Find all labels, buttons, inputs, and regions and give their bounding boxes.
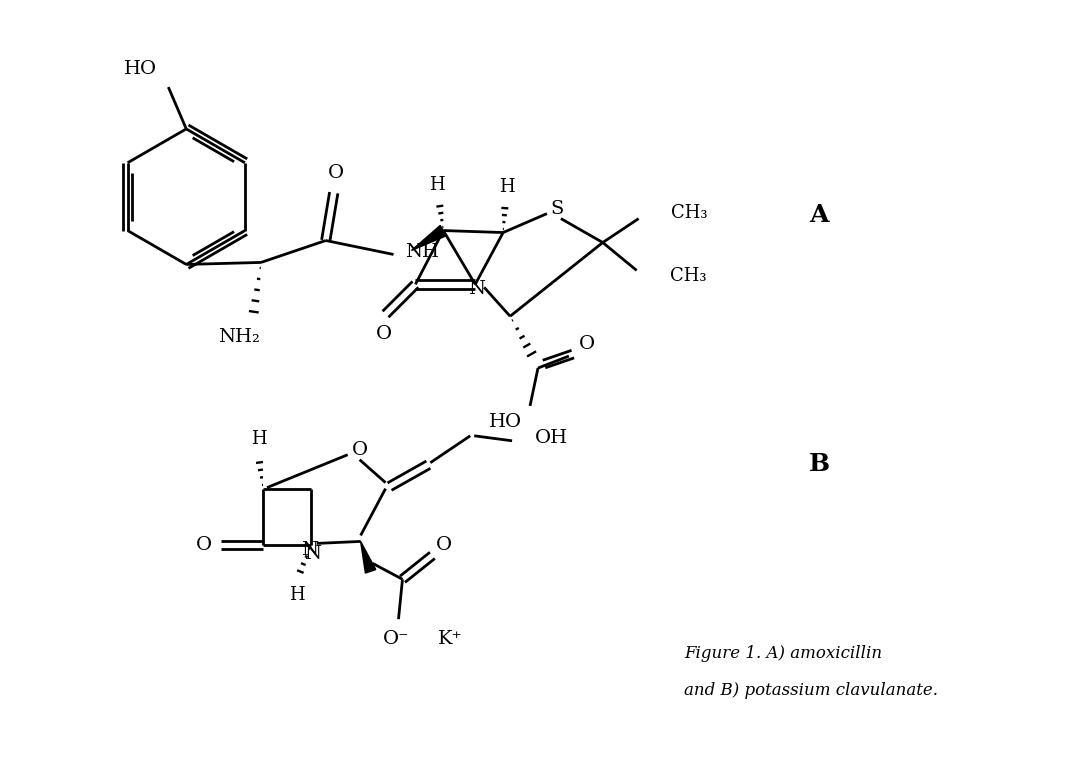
Text: N: N bbox=[468, 280, 485, 298]
Polygon shape bbox=[411, 225, 446, 251]
Text: H: H bbox=[499, 178, 515, 196]
Text: CH₃: CH₃ bbox=[670, 267, 706, 286]
Text: N: N bbox=[304, 545, 321, 563]
Text: HO: HO bbox=[124, 60, 157, 78]
Text: H: H bbox=[429, 176, 445, 194]
Text: O: O bbox=[436, 536, 453, 555]
Text: NH: NH bbox=[406, 244, 439, 261]
Text: Figure 1. A) amoxicillin: Figure 1. A) amoxicillin bbox=[685, 645, 882, 662]
Text: and B) potassium clavulanate.: and B) potassium clavulanate. bbox=[685, 682, 939, 699]
Text: O: O bbox=[351, 441, 367, 458]
Polygon shape bbox=[361, 542, 376, 573]
Text: O: O bbox=[579, 335, 595, 353]
Text: OH: OH bbox=[535, 429, 568, 447]
Text: O: O bbox=[376, 325, 392, 343]
Text: O⁻: O⁻ bbox=[383, 630, 410, 648]
Text: CH₃: CH₃ bbox=[672, 204, 708, 222]
Text: O: O bbox=[197, 536, 213, 555]
Text: O: O bbox=[328, 163, 344, 182]
Text: S: S bbox=[550, 199, 564, 218]
Text: H: H bbox=[289, 586, 304, 604]
Text: NH₂: NH₂ bbox=[218, 329, 260, 346]
Text: B: B bbox=[808, 452, 830, 476]
Text: N: N bbox=[301, 542, 318, 559]
Text: HO: HO bbox=[488, 413, 521, 431]
Text: A: A bbox=[810, 202, 829, 227]
Text: K⁺: K⁺ bbox=[438, 630, 462, 648]
Text: H: H bbox=[251, 430, 267, 448]
